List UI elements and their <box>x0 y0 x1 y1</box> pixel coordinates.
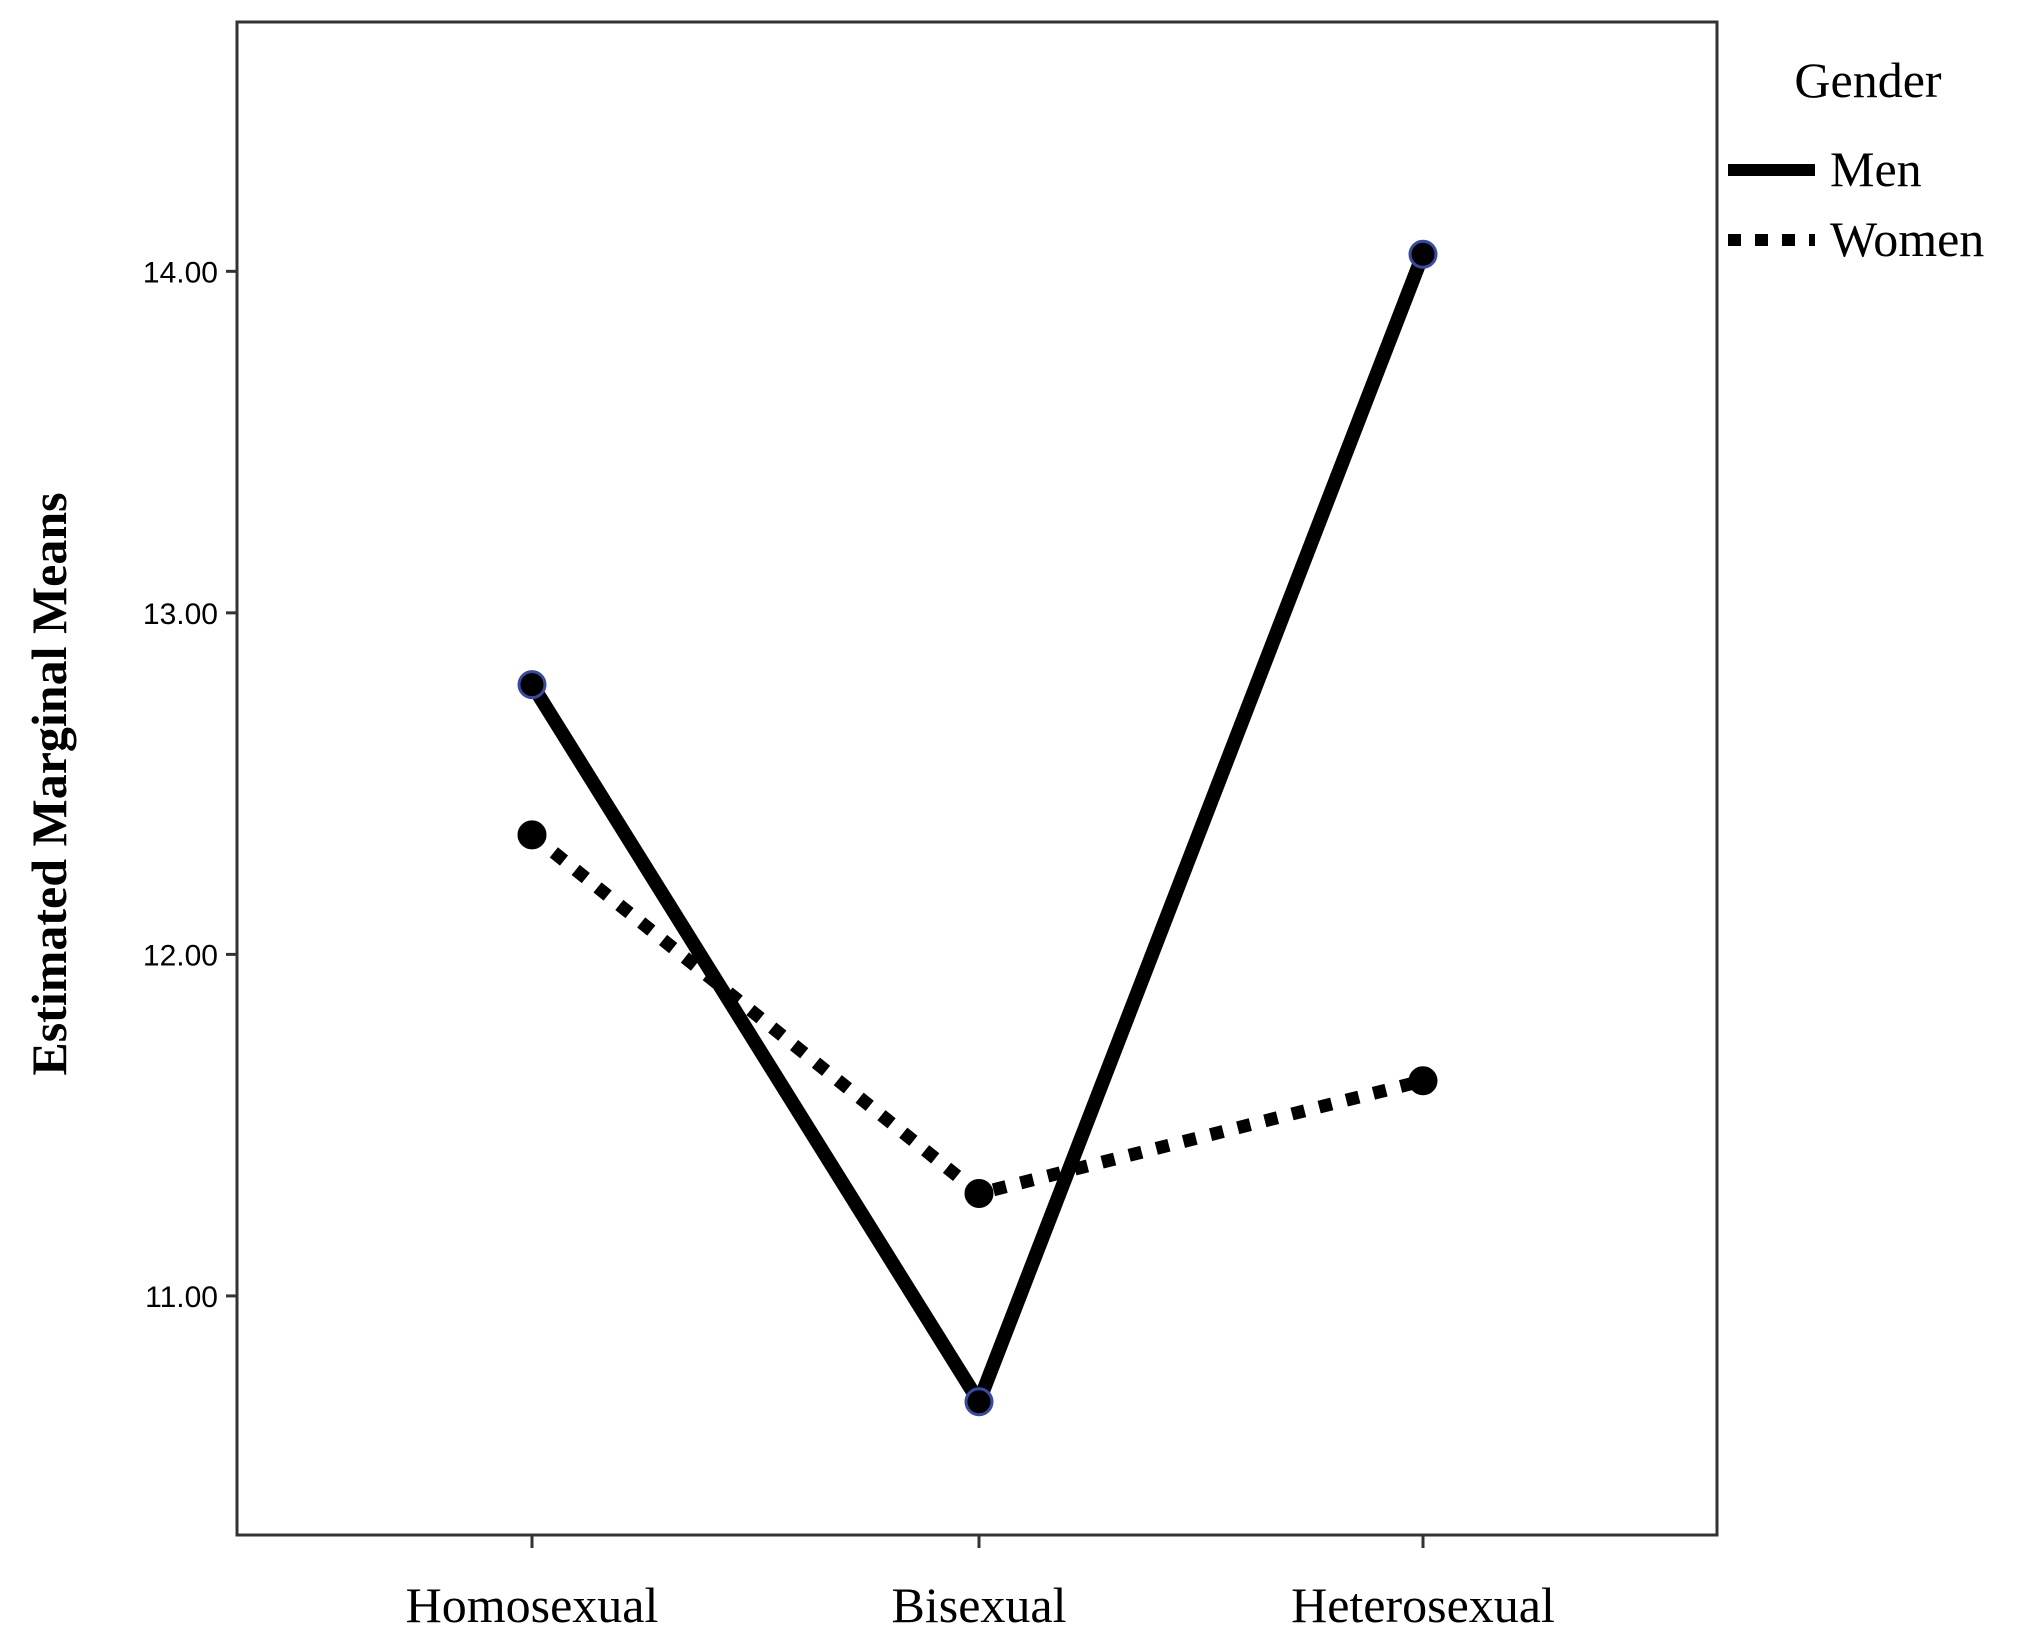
y-tick-label: 13.00 <box>143 598 218 631</box>
legend-label-men: Men <box>1830 141 1922 197</box>
point-women-0 <box>517 820 547 850</box>
x-tick-label: Homosexual <box>406 1577 659 1633</box>
point-men-1 <box>964 1387 994 1417</box>
point-men-2 <box>1408 239 1438 269</box>
x-axis: Homosexual Bisexual Heterosexual <box>406 1535 1555 1633</box>
plot-frame <box>235 20 1719 1537</box>
series-line-women <box>527 829 1425 1200</box>
series-points <box>517 239 1438 1417</box>
point-men-0 <box>517 670 547 700</box>
y-tick-label: 12.00 <box>143 939 218 972</box>
legend-label-women: Women <box>1830 211 1984 267</box>
y-tick-label: 11.00 <box>145 1281 218 1314</box>
point-women-2 <box>1408 1066 1438 1096</box>
series-line-men <box>526 251 1430 1409</box>
x-tick-label: Heterosexual <box>1291 1577 1555 1633</box>
y-axis-title: Estimated Marginal Means <box>21 492 77 1075</box>
legend-title: Gender <box>1794 52 1941 108</box>
series-lines <box>526 251 1430 1409</box>
y-axis: 11.00 12.00 13.00 14.00 <box>143 256 237 1314</box>
point-women-1 <box>964 1178 994 1208</box>
y-tick-label: 14.00 <box>143 256 218 289</box>
legend: Gender Men Women <box>1728 52 1984 267</box>
x-tick-label: Bisexual <box>892 1577 1067 1633</box>
